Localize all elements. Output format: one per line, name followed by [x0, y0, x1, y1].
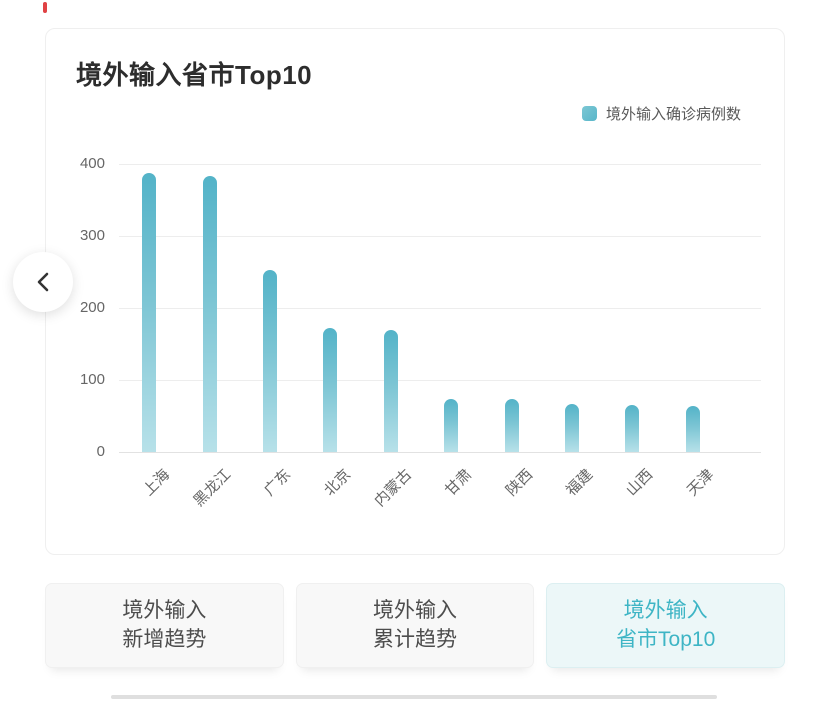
- gridline-y100: [119, 380, 761, 381]
- bar-上海[interactable]: [142, 173, 157, 452]
- y-axis-tick-label: 400: [79, 155, 105, 172]
- x-axis-tick-label: 内蒙古: [371, 466, 415, 510]
- bar-福建[interactable]: [565, 404, 579, 452]
- chevron-left-icon: [34, 271, 52, 293]
- plot-area: 0 100 200 300 400 上海 黑龙江 广东 北京 内蒙古 甘肃 陕西 福建 山西 天津: [80, 155, 761, 510]
- gridline-y0: [119, 452, 761, 453]
- tab-label-line2: 新增趋势: [122, 627, 207, 651]
- bar-广东[interactable]: [263, 269, 277, 452]
- bar-内蒙古[interactable]: [383, 329, 398, 452]
- legend-swatch-icon: [581, 106, 597, 121]
- tab-imported-province-top10[interactable]: 境外输入 省市Top10: [546, 583, 786, 668]
- bar-天津[interactable]: [685, 405, 700, 452]
- x-axis-tick-label: 上海: [140, 466, 174, 500]
- x-axis-tick-label: 山西: [623, 466, 657, 500]
- tab-imported-cumulative-trend[interactable]: 境外输入 累计趋势: [295, 583, 535, 668]
- chart-card: 境外输入省市Top10 境外输入确诊病例数 0 100 200 300 400 上海 黑龙江…: [45, 28, 785, 555]
- y-axis-tick-label: 200: [79, 299, 105, 316]
- bar-甘肃[interactable]: [444, 398, 459, 452]
- bottom-divider: [111, 695, 717, 699]
- x-axis-tick-label: 陕西: [502, 466, 536, 500]
- bar-山西[interactable]: [625, 405, 640, 452]
- bar-黑龙江[interactable]: [202, 176, 217, 452]
- x-axis-tick-label: 北京: [321, 466, 355, 500]
- red-tick-mark: [43, 2, 47, 13]
- x-axis-tick-label: 福建: [562, 466, 597, 500]
- tab-imported-new-trend[interactable]: 境外输入 新增趋势: [45, 583, 284, 668]
- bar-陕西[interactable]: [504, 399, 519, 452]
- x-axis-tick-label: 天津: [683, 466, 717, 500]
- gridline-y400: [119, 164, 761, 165]
- x-axis-tick-label: 广东: [260, 466, 295, 500]
- legend-item[interactable]: 境外输入确诊病例数: [581, 103, 741, 124]
- chart-tabbar: 境外输入 新增趋势 境外输入 累计趋势 境外输入 省市Top10: [45, 583, 786, 668]
- tab-label-line2: 省市Top10: [616, 627, 716, 651]
- x-axis-tick-label: 甘肃: [442, 466, 476, 500]
- y-axis-tick-label: 100: [79, 371, 105, 388]
- tab-label-line1: 境外输入: [122, 599, 207, 623]
- chart-title: 境外输入省市Top10: [76, 60, 313, 90]
- tab-label-line2: 累计趋势: [373, 627, 457, 651]
- legend-label: 境外输入确诊病例数: [605, 106, 741, 123]
- gridline-y200: [119, 308, 761, 309]
- prev-chart-button[interactable]: [13, 252, 73, 312]
- tab-label-line1: 境外输入: [623, 599, 708, 623]
- x-axis-tick-label: 黑龙江: [189, 466, 234, 510]
- y-axis-tick-label: 0: [96, 443, 105, 460]
- tab-label-line1: 境外输入: [373, 599, 457, 623]
- y-axis-tick-label: 300: [79, 227, 105, 244]
- bar-北京[interactable]: [323, 328, 338, 452]
- gridline-y300: [119, 236, 761, 237]
